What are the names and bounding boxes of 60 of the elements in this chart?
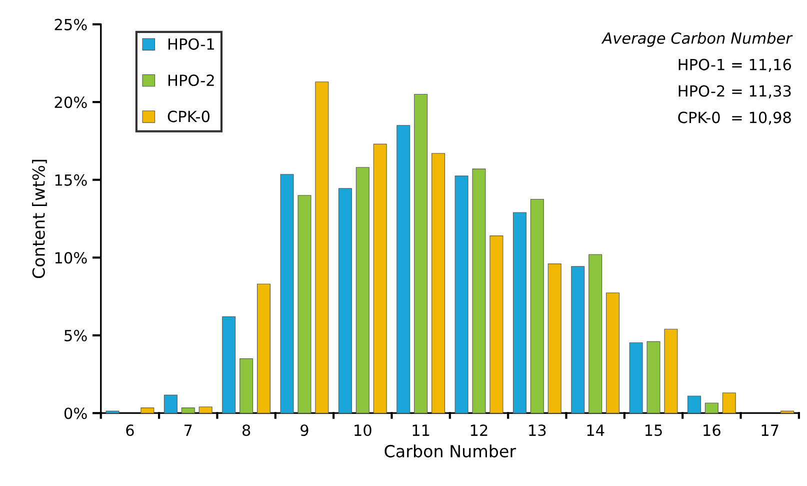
bar: [280, 174, 294, 414]
bar: [432, 153, 446, 414]
bar: [396, 125, 410, 414]
bar: [414, 94, 428, 414]
y-tick-label: 5%: [64, 330, 87, 342]
bar: [472, 168, 486, 414]
annotation: CPK-0 = 10,98: [678, 112, 791, 125]
bar: [512, 212, 526, 414]
bar: [629, 342, 643, 414]
x-tick-label: 9: [300, 424, 308, 436]
annotation: HPO-2 = 11,33: [678, 85, 791, 98]
y-axis-title: Content [wt%]: [32, 160, 47, 278]
y-tick-label: 10%: [55, 252, 87, 264]
bar: [356, 167, 370, 414]
y-tick-label: 25%: [54, 18, 87, 30]
bar: [454, 176, 468, 414]
x-tick-label: 12: [470, 424, 488, 436]
x-tick-label: 13: [529, 424, 546, 436]
legend-label: HPO-2: [168, 74, 214, 86]
x-tick-label: 16: [704, 424, 720, 436]
x-tick-label: 14: [587, 424, 604, 436]
bar: [373, 144, 387, 414]
x-tick-label: 10: [354, 424, 372, 436]
bar: [181, 408, 195, 414]
bar: [315, 82, 329, 414]
legend-label: HPO-1: [168, 38, 214, 50]
bar: [722, 392, 736, 414]
x-tick-label: 7: [184, 424, 192, 436]
bar: [164, 394, 178, 414]
bar: [664, 328, 678, 414]
bar: [588, 254, 602, 414]
bar: [338, 188, 352, 414]
bar: [257, 284, 270, 414]
x-tick-label: 15: [645, 424, 662, 436]
bar: [106, 410, 120, 414]
y-tick-label: 0%: [64, 408, 87, 420]
bar: [198, 406, 212, 414]
bar: [571, 266, 585, 414]
bar: [140, 408, 154, 414]
bar: [298, 195, 312, 414]
bar: [646, 341, 660, 414]
bar: [780, 410, 794, 414]
bar: [530, 198, 544, 414]
x-tick-label: 17: [762, 424, 778, 436]
legend-label: CPK-0: [168, 110, 210, 122]
bar: [704, 402, 718, 414]
bar: [606, 292, 620, 414]
y-tick-label: 15%: [55, 174, 87, 186]
annotation: Average Carbon Number: [601, 32, 793, 47]
x-tick-label: 6: [126, 424, 134, 436]
y-tick-label: 20%: [54, 96, 87, 108]
bar: [687, 396, 701, 414]
x-tick-label: 8: [242, 424, 250, 436]
x-axis-title: Carbon Number: [384, 444, 516, 458]
bar: [548, 264, 562, 414]
x-tick-label: 11: [412, 424, 430, 436]
annotation: HPO-1 = 11,16: [678, 58, 791, 72]
bar: [222, 316, 236, 414]
bar: [240, 358, 254, 414]
bar: [490, 236, 504, 414]
